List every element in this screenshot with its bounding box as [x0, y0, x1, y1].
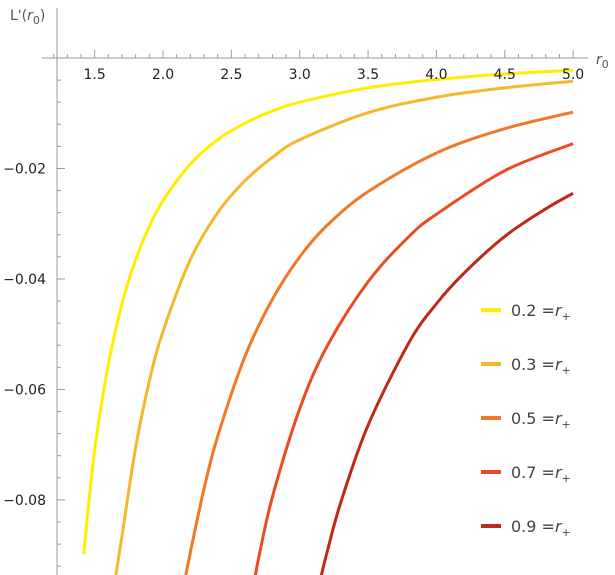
y-tick-label: −0.04	[3, 272, 46, 288]
legend-entry: 0.7 =r+	[481, 463, 571, 485]
x-tick-label: 3.5	[357, 67, 379, 83]
legend-entry: 0.3 =r+	[481, 355, 571, 377]
series-line-0-2	[82, 68, 574, 555]
series-lines	[82, 68, 574, 575]
series-line-0-7	[253, 142, 574, 575]
x-tick-label: 1.5	[84, 67, 106, 83]
x-tick-label: 3.0	[289, 67, 311, 83]
x-tick-label: 5.0	[562, 67, 584, 83]
y-tick-label: −0.02	[3, 161, 46, 177]
tick-labels: 1.5 2.0 2.5 3.0 3.5 4.0 4.5 5.0 −0.02 −0.04 −0.06 −…	[3, 67, 584, 509]
x-tick-label: 2.5	[220, 67, 242, 83]
legend-label: 0.3 =r+	[511, 355, 571, 377]
series-line-0-3	[114, 79, 574, 575]
legend-label: 0.2 =r+	[511, 301, 571, 323]
legend-label: 0.9 =r+	[511, 517, 571, 539]
y-tick-label: −0.08	[3, 493, 46, 509]
x-tick-label: 2.0	[152, 67, 174, 83]
axes	[42, 8, 588, 575]
legend-entry: 0.9 =r+	[481, 517, 571, 539]
legend-entry: 0.2 =r+	[481, 301, 571, 323]
x-tick-label: 4.5	[494, 67, 516, 83]
legend-label: 0.5 =r+	[511, 409, 571, 431]
series-line-0-9	[319, 192, 574, 575]
legend: 0.2 =r+ 0.3 =r+ 0.5 =r+ 0.7 =r+ 0.9 =r+	[481, 301, 571, 539]
x-tick-label: 4.0	[425, 67, 447, 83]
x-axis-label: r0	[596, 52, 609, 71]
legend-entry: 0.5 =r+	[481, 409, 571, 431]
y-axis-label: L'(r0)	[10, 8, 45, 27]
series-line-0-5	[184, 110, 574, 575]
legend-label: 0.7 =r+	[511, 463, 571, 485]
y-tick-label: −0.06	[3, 382, 46, 398]
